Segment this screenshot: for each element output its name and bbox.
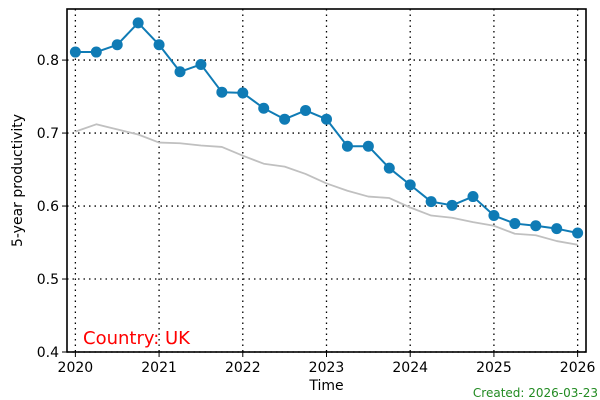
series-point [279,113,291,125]
series-point [341,140,353,152]
x-tick-label: 2022 [225,360,261,376]
series-point [425,196,437,208]
x-tick-label: 2025 [476,360,512,376]
y-tick-label: 0.5 [37,272,59,288]
series-point [237,87,249,99]
x-axis-label: Time [308,378,343,394]
series-point [404,179,416,191]
country-annotation: Country: UK [83,328,191,349]
series-point [530,220,542,232]
series-point [509,218,521,230]
x-tick-label: 2024 [392,360,428,376]
y-tick-label: 0.6 [37,199,59,215]
series-point [111,39,123,51]
series-point [174,66,186,78]
series-point [132,17,144,29]
series-point [258,102,270,114]
x-tick-label: 2020 [58,360,94,376]
series-line-secondary [75,123,578,246]
series-point [216,86,228,98]
y-tick-label: 0.8 [37,53,59,69]
series-point [488,210,500,222]
ticks: 2020 2021 2022 2023 2024 2025 2026 0.4 0.5 0.6 0.7… [37,53,596,376]
series-point [383,162,395,174]
series-point [195,58,207,70]
series-point [90,46,102,58]
series-point [446,199,458,211]
y-tick-label: 0.7 [37,126,59,142]
x-tick-label: 2021 [141,360,177,376]
grid [67,9,586,353]
y-tick-label: 0.4 [37,345,59,361]
series-point [300,104,312,116]
x-tick-label: 2026 [560,360,596,376]
y-axis-label: 5-year productivity [10,114,26,247]
series-layer [69,17,584,246]
series-point [69,46,81,58]
series-point [321,113,332,125]
series-point [551,223,563,235]
created-annotation: Created: 2026-03-23 [473,386,598,400]
x-tick-label: 2023 [309,360,345,376]
series-point [153,39,165,51]
series-point [467,191,479,203]
series-point [362,140,374,152]
series-point [572,227,584,239]
